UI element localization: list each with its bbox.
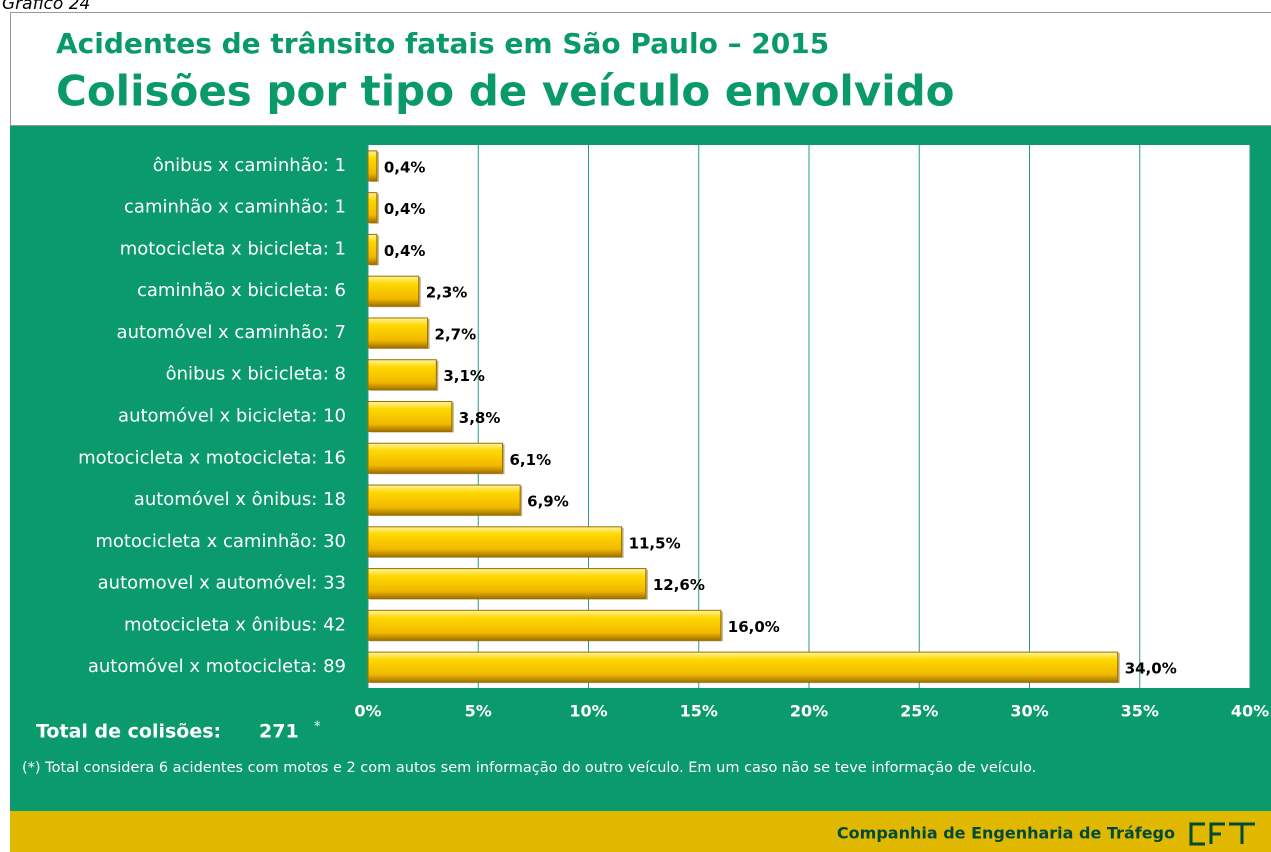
value-label: 0,4% bbox=[384, 158, 426, 176]
total-note-mark: * bbox=[314, 720, 321, 735]
y-tick-label: automovel x automóvel: 33 bbox=[98, 573, 346, 594]
chart-subtitle: Colisões por tipo de veículo envolvido bbox=[56, 67, 955, 116]
y-tick-label: automóvel x motocicleta: 89 bbox=[88, 656, 346, 677]
y-tick-label: ônibus x bicicleta: 8 bbox=[166, 364, 346, 385]
logo bbox=[1189, 822, 1255, 846]
value-label: 34,0% bbox=[1125, 660, 1177, 678]
total-value: 271 bbox=[259, 721, 299, 743]
footnote-box: (*) Total considera 6 acidentes com moto… bbox=[22, 760, 1037, 776]
bar bbox=[367, 609, 722, 641]
total-label: Total de colisões: bbox=[36, 721, 221, 743]
value-label: 11,5% bbox=[629, 534, 681, 552]
bar bbox=[367, 150, 378, 182]
y-tick-label: ônibus x caminhão: 1 bbox=[153, 155, 346, 176]
value-label: 16,0% bbox=[728, 618, 780, 636]
y-tick-label: motocicleta x motocicleta: 16 bbox=[78, 447, 346, 468]
footer-band bbox=[10, 811, 1271, 852]
x-tick-label: 10% bbox=[569, 702, 607, 721]
value-label: 0,4% bbox=[384, 200, 426, 218]
y-tick-label: motocicleta x bicicleta: 1 bbox=[120, 238, 346, 259]
value-label: 2,7% bbox=[435, 325, 477, 343]
x-tick-label: 15% bbox=[680, 702, 718, 721]
bar bbox=[367, 442, 504, 474]
value-label: 6,9% bbox=[527, 493, 569, 511]
y-tick-label: motocicleta x caminhão: 30 bbox=[95, 531, 346, 552]
y-tick-label: motocicleta x ônibus: 42 bbox=[124, 614, 346, 635]
chart-title: Acidentes de trânsito fatais em São Paul… bbox=[56, 27, 829, 60]
bar bbox=[367, 484, 521, 516]
bar bbox=[367, 275, 420, 307]
value-label: 12,6% bbox=[653, 576, 705, 594]
footnote: (*) Total considera 6 acidentes com moto… bbox=[22, 760, 1037, 776]
value-label: 0,4% bbox=[384, 242, 426, 260]
x-tick-label: 25% bbox=[900, 702, 938, 721]
x-tick-label: 0% bbox=[354, 702, 381, 721]
y-tick-label: automóvel x bicicleta: 10 bbox=[118, 406, 346, 427]
value-label: 3,8% bbox=[459, 409, 501, 427]
x-tick-label: 35% bbox=[1121, 702, 1159, 721]
value-label: 3,1% bbox=[443, 367, 485, 385]
x-tick-label: 5% bbox=[465, 702, 492, 721]
value-label: 6,1% bbox=[510, 451, 552, 469]
x-tick-label: 30% bbox=[1010, 702, 1048, 721]
bar bbox=[367, 651, 1119, 683]
y-tick-label: caminhão x caminhão: 1 bbox=[124, 197, 346, 218]
header-box bbox=[10, 12, 1271, 126]
bar bbox=[367, 359, 437, 391]
header-label: Gráfico 24 bbox=[2, 0, 90, 14]
bar bbox=[367, 233, 378, 265]
bar bbox=[367, 317, 429, 349]
bar bbox=[367, 192, 378, 224]
y-tick-label: caminhão x bicicleta: 6 bbox=[137, 280, 346, 301]
bar bbox=[367, 568, 647, 600]
footer-text: Companhia de Engenharia de Tráfego bbox=[837, 824, 1175, 843]
bar bbox=[367, 401, 453, 432]
value-label: 2,3% bbox=[426, 284, 468, 302]
x-tick-label: 20% bbox=[790, 702, 828, 721]
y-tick-label: automóvel x caminhão: 7 bbox=[117, 322, 346, 343]
x-tick-label: 40% bbox=[1231, 702, 1269, 721]
y-tick-label: automóvel x ônibus: 18 bbox=[134, 489, 346, 510]
bar bbox=[367, 526, 623, 558]
